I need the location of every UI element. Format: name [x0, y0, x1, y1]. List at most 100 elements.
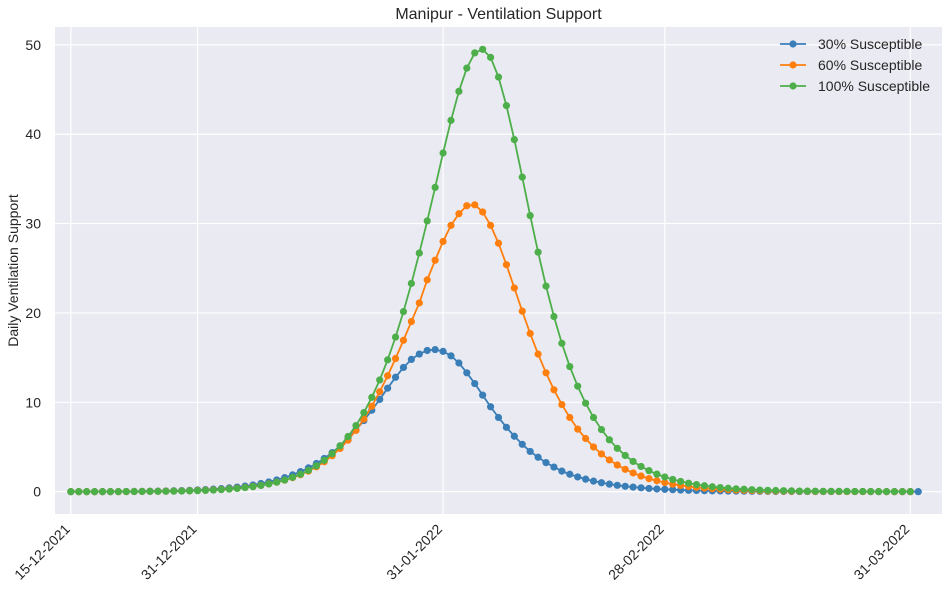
data-point [669, 475, 677, 484]
data-point [566, 362, 574, 371]
data-point [384, 384, 392, 392]
data-point [653, 470, 661, 478]
data-point [114, 488, 122, 496]
data-point [502, 261, 511, 269]
data-point [423, 346, 431, 355]
data-point [376, 376, 384, 384]
data-point [154, 487, 162, 495]
data-point [613, 481, 621, 489]
data-point [407, 279, 415, 288]
data-point [661, 473, 669, 481]
data-point [162, 487, 170, 495]
data-point [748, 486, 756, 494]
data-point [692, 481, 701, 489]
data-point [407, 355, 415, 364]
data-point [178, 487, 186, 495]
data-point [542, 282, 550, 290]
data-point [621, 465, 629, 473]
data-point [439, 237, 447, 246]
data-point [661, 485, 669, 493]
data-point [471, 49, 479, 57]
data-point [399, 308, 408, 316]
data-point [637, 484, 645, 492]
data-point [479, 45, 487, 53]
data-point [890, 487, 899, 496]
data-point [558, 400, 566, 409]
data-point [867, 487, 875, 496]
y-tick-label: 30 [25, 216, 41, 232]
data-point [344, 432, 352, 441]
x-tick-label: 31-01-2022 [383, 521, 445, 583]
data-point [304, 466, 313, 474]
data-point [558, 467, 566, 475]
data-point [423, 217, 431, 225]
data-point [281, 476, 289, 484]
data-point [352, 421, 360, 430]
data-point [621, 482, 629, 490]
data-point [589, 413, 598, 422]
data-point [320, 456, 328, 464]
data-point [455, 210, 463, 218]
data-point [471, 201, 479, 209]
data-point [819, 487, 827, 495]
data-point [376, 395, 384, 403]
grid [55, 27, 942, 514]
data-point [597, 425, 606, 434]
data-point [415, 350, 423, 358]
data-point [914, 488, 922, 496]
data-point [827, 487, 835, 495]
data-point [645, 467, 653, 475]
data-point [75, 488, 83, 496]
data-point [368, 402, 376, 410]
data-point [582, 475, 590, 483]
data-point [780, 487, 788, 495]
data-point [629, 483, 637, 491]
data-point [550, 386, 558, 394]
data-point [732, 485, 740, 493]
plot-area [55, 27, 942, 514]
data-point [756, 486, 764, 494]
data-point [661, 479, 669, 487]
data-point [645, 484, 653, 493]
data-point [502, 102, 511, 110]
data-point [471, 379, 479, 388]
data-point [795, 487, 804, 495]
data-point [621, 451, 629, 460]
data-point [764, 486, 772, 494]
data-point [225, 485, 233, 493]
data-point [653, 485, 661, 493]
data-point [811, 487, 819, 495]
data-point [217, 486, 225, 494]
data-point [875, 487, 883, 496]
data-point [249, 483, 257, 491]
data-point [241, 484, 249, 492]
legend-label: 30% Susceptible [818, 36, 923, 52]
data-point [629, 457, 637, 466]
data-point [653, 477, 661, 485]
series-3 [67, 45, 914, 496]
data-point [296, 470, 305, 478]
data-point [431, 345, 439, 354]
data-point [898, 487, 907, 496]
data-point [589, 477, 598, 485]
data-point [328, 450, 336, 458]
data-point [486, 403, 495, 411]
legend: 30% Susceptible 60% Susceptible 100% Susce… [780, 36, 930, 94]
data-point [201, 486, 210, 495]
legend-label: 100% Susceptible [818, 78, 930, 94]
data-point [843, 487, 851, 495]
data-point [906, 487, 914, 496]
data-point [589, 443, 598, 451]
data-point [439, 149, 447, 157]
data-point [740, 485, 748, 493]
data-point [835, 487, 843, 495]
data-point [431, 256, 439, 264]
data-point [605, 456, 613, 464]
data-point [91, 488, 99, 496]
data-point [170, 487, 178, 495]
data-point [605, 436, 613, 444]
data-point [803, 487, 811, 495]
data-point [534, 248, 542, 256]
